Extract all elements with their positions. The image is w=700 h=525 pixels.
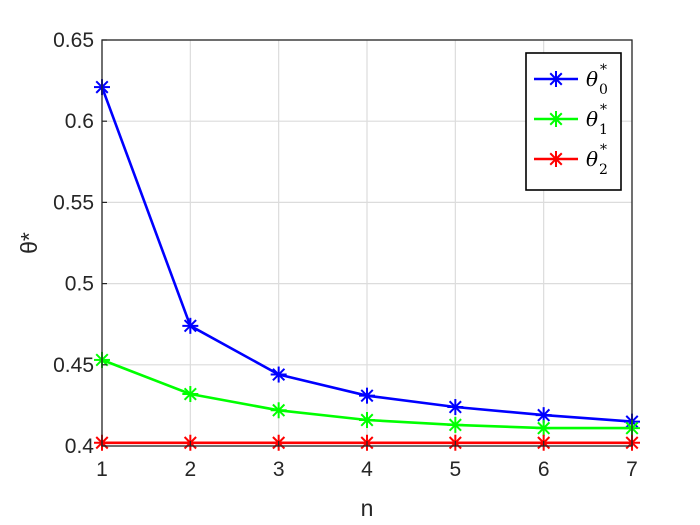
legend-marker [548,71,564,87]
x-axis-label: n [361,495,374,521]
legend-label: θ1* [586,102,608,138]
data-point-1 [535,420,552,437]
legend-marker [548,111,564,127]
y-tick-label: 0.6 [65,110,94,133]
y-tick-label: 0.45 [53,354,94,377]
x-tick-label: 4 [361,458,373,481]
data-point-0 [447,399,464,416]
y-tick-label: 0.65 [53,29,94,52]
x-tick-label: 6 [538,458,550,481]
x-tick-label: 1 [96,458,108,481]
x-tick-label: 2 [184,458,196,481]
x-tick-label: 5 [449,458,461,481]
legend-box [525,52,622,191]
y-axis-label: θ* [16,232,42,254]
data-point-0 [182,317,199,334]
legend: θ0* θ1* θ2* [525,52,622,191]
y-tick-label: 0.55 [53,191,94,214]
x-tick-label: 7 [626,458,638,481]
legend-label: θ0* [586,62,608,98]
data-point-1 [447,416,464,433]
y-tick-label: 0.4 [65,435,95,458]
data-point-1 [182,386,199,403]
x-tick-label: 3 [273,458,285,481]
data-point-1 [270,402,287,419]
y-tick-label: 0.5 [65,273,94,296]
axis-ticks: 1 2 3 4 5 6 7 0.4 0.45 0.5 0.55 0.6 0.65 [53,29,638,481]
data-point-1 [359,412,375,429]
data-point-0 [270,366,287,383]
legend-label: θ2* [586,142,608,178]
data-point-0 [359,387,375,404]
legend-marker [548,151,564,167]
